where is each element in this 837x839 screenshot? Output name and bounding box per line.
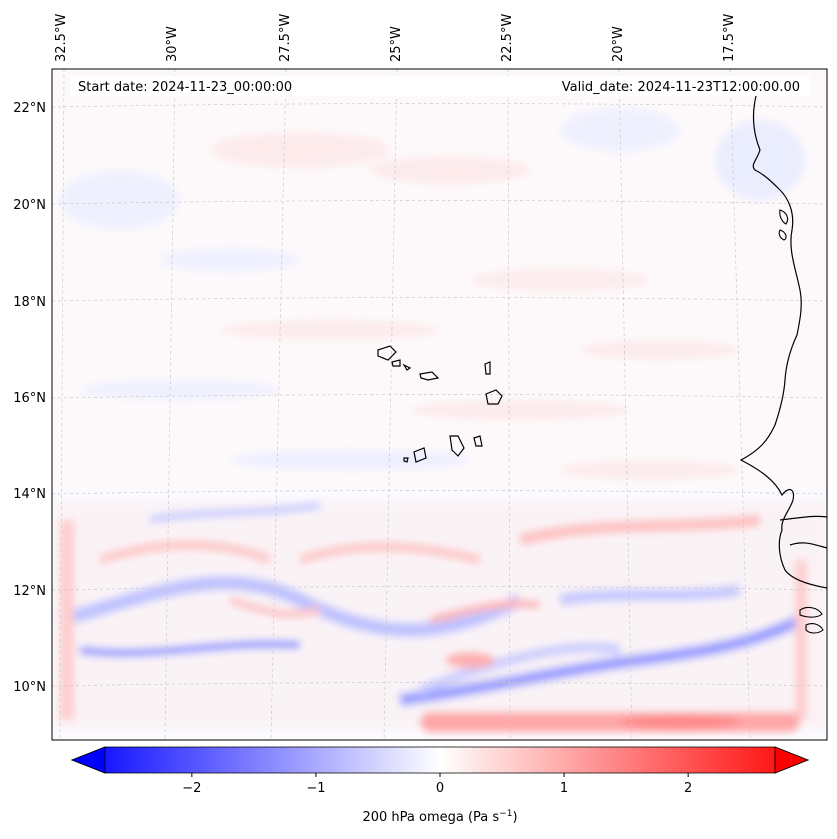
colorbar-extend-max [774,746,810,774]
latitude-labels: 22°N 20°N 18°N 16°N 14°N 12°N 10°N [13,101,46,695]
lat-label-10n: 10°N [13,680,46,695]
lat-label-14n: 14°N [13,487,46,502]
colorbar-label-suffix: ) [512,810,517,825]
lon-label-32-5w: 32.5°W [54,14,69,62]
lon-label-22-5w: 22.5°W [500,14,515,62]
lat-label-18n: 18°N [13,295,46,310]
graticule [52,69,827,740]
lon-label-17-5w: 17.5°W [722,14,737,62]
start-date-label: Start date: 2024-11-23_00:00:00 [78,80,292,95]
lon-label-25w: 25°W [389,26,404,62]
colorbar-tick-label: 1 [560,781,568,796]
colorbar: −2 −1 0 1 2 200 hPa omega (Pa s−1) [70,746,810,825]
colorbar-tick-label: 0 [436,781,444,796]
map-frame [51,68,828,741]
date-box [70,76,810,96]
lat-label-12n: 12°N [13,584,46,599]
lat-label-16n: 16°N [13,391,46,406]
colorbar-extend-min [70,746,106,774]
omega-field [52,69,827,732]
colorbar-tick-label: −1 [306,781,325,796]
lon-label-27-5w: 27.5°W [278,14,293,62]
colorbar-label: 200 hPa omega (Pa s−1) [362,809,517,825]
lat-label-20n: 20°N [13,198,46,213]
valid-date-label: Valid_date: 2024-11-23T12:00:00.00 [562,80,800,95]
lat-label-22n: 22°N [13,101,46,116]
lon-label-30w: 30°W [165,26,180,62]
west-africa-coastline [739,91,827,589]
colorbar-tick-label: −2 [182,781,201,796]
colorbar-label-prefix: 200 hPa omega (Pa s [362,810,499,825]
colorbar-label-exponent: −1 [499,809,512,819]
longitude-labels: 32.5°W 30°W 27.5°W 25°W 22.5°W 20°W 17.5… [54,14,737,62]
colorbar-ticks: −2 −1 0 1 2 [182,773,692,796]
lon-label-20w: 20°W [611,26,626,62]
cape-verde-islands [377,345,503,463]
colorbar-tick-label: 2 [684,781,692,796]
colorbar-bar [70,746,810,774]
map-panel: Start date: 2024-11-23_00:00:00 Valid_da… [51,68,828,741]
